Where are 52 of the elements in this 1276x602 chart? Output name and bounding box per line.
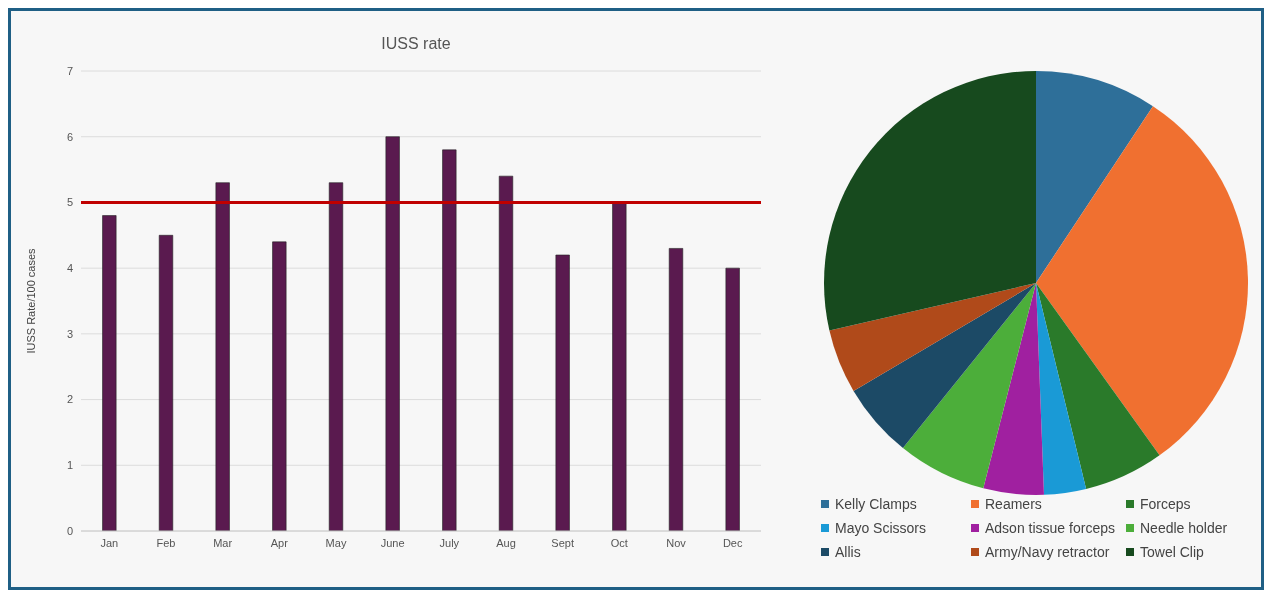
bar xyxy=(215,182,230,531)
legend-label: Mayo Scissors xyxy=(835,520,927,536)
pie-slice xyxy=(853,283,1036,449)
x-tick-label: Dec xyxy=(722,536,743,549)
bar xyxy=(385,136,400,531)
legend-label: Adson tissue forceps xyxy=(985,520,1115,536)
bar xyxy=(158,234,174,531)
pie-slice xyxy=(1036,283,1160,489)
bar xyxy=(498,175,514,531)
y-tick-label: 0 xyxy=(66,524,73,537)
y-tick-label: 2 xyxy=(66,393,73,406)
x-tick-label: Mar xyxy=(213,536,233,549)
y-tick-label: 5 xyxy=(66,196,73,209)
x-tick-label: June xyxy=(380,536,405,549)
x-tick-label: Jan xyxy=(100,536,119,549)
pie-slice xyxy=(829,283,1036,391)
x-tick-label: May xyxy=(325,536,347,549)
pie-slice xyxy=(902,283,1036,489)
legend-label: Kelly Clamps xyxy=(835,496,917,512)
y-tick-label: 4 xyxy=(66,262,73,275)
bar xyxy=(442,149,457,531)
pie-slice xyxy=(1036,71,1153,283)
bar xyxy=(612,202,627,531)
pie-slice xyxy=(824,71,1036,331)
legend-label: Towel Clip xyxy=(1140,544,1204,560)
x-tick-label: Sept xyxy=(551,536,574,549)
pie-slice xyxy=(1036,106,1248,456)
x-tick-label: July xyxy=(439,536,460,549)
bar xyxy=(555,254,570,531)
x-tick-label: Apr xyxy=(270,536,289,549)
legend-label: Forceps xyxy=(1140,496,1191,512)
bar xyxy=(102,215,117,531)
legend-label: Army/Navy retractor xyxy=(985,544,1110,560)
bar xyxy=(328,182,344,531)
legend-label: Allis xyxy=(835,544,861,560)
legend-label: Needle holder xyxy=(1140,520,1228,536)
x-tick-label: Aug xyxy=(496,536,516,549)
y-tick-label: 7 xyxy=(66,64,73,77)
y-tick-label: 3 xyxy=(66,327,73,340)
x-tick-label: Oct xyxy=(610,536,628,549)
pie-slice xyxy=(983,283,1044,495)
bar xyxy=(272,241,287,531)
y-tick-label: 6 xyxy=(66,130,73,143)
bar xyxy=(725,267,740,531)
bar xyxy=(668,248,684,531)
y-tick-label: 1 xyxy=(66,459,73,472)
x-tick-label: Feb xyxy=(156,536,176,549)
y-axis-title: IUSS Rate/100 cases xyxy=(24,247,37,354)
pie-slice xyxy=(1036,283,1087,495)
legend-label: Reamers xyxy=(985,496,1042,512)
x-tick-label: Nov xyxy=(666,536,687,549)
chart-title: IUSS rate xyxy=(380,35,452,53)
